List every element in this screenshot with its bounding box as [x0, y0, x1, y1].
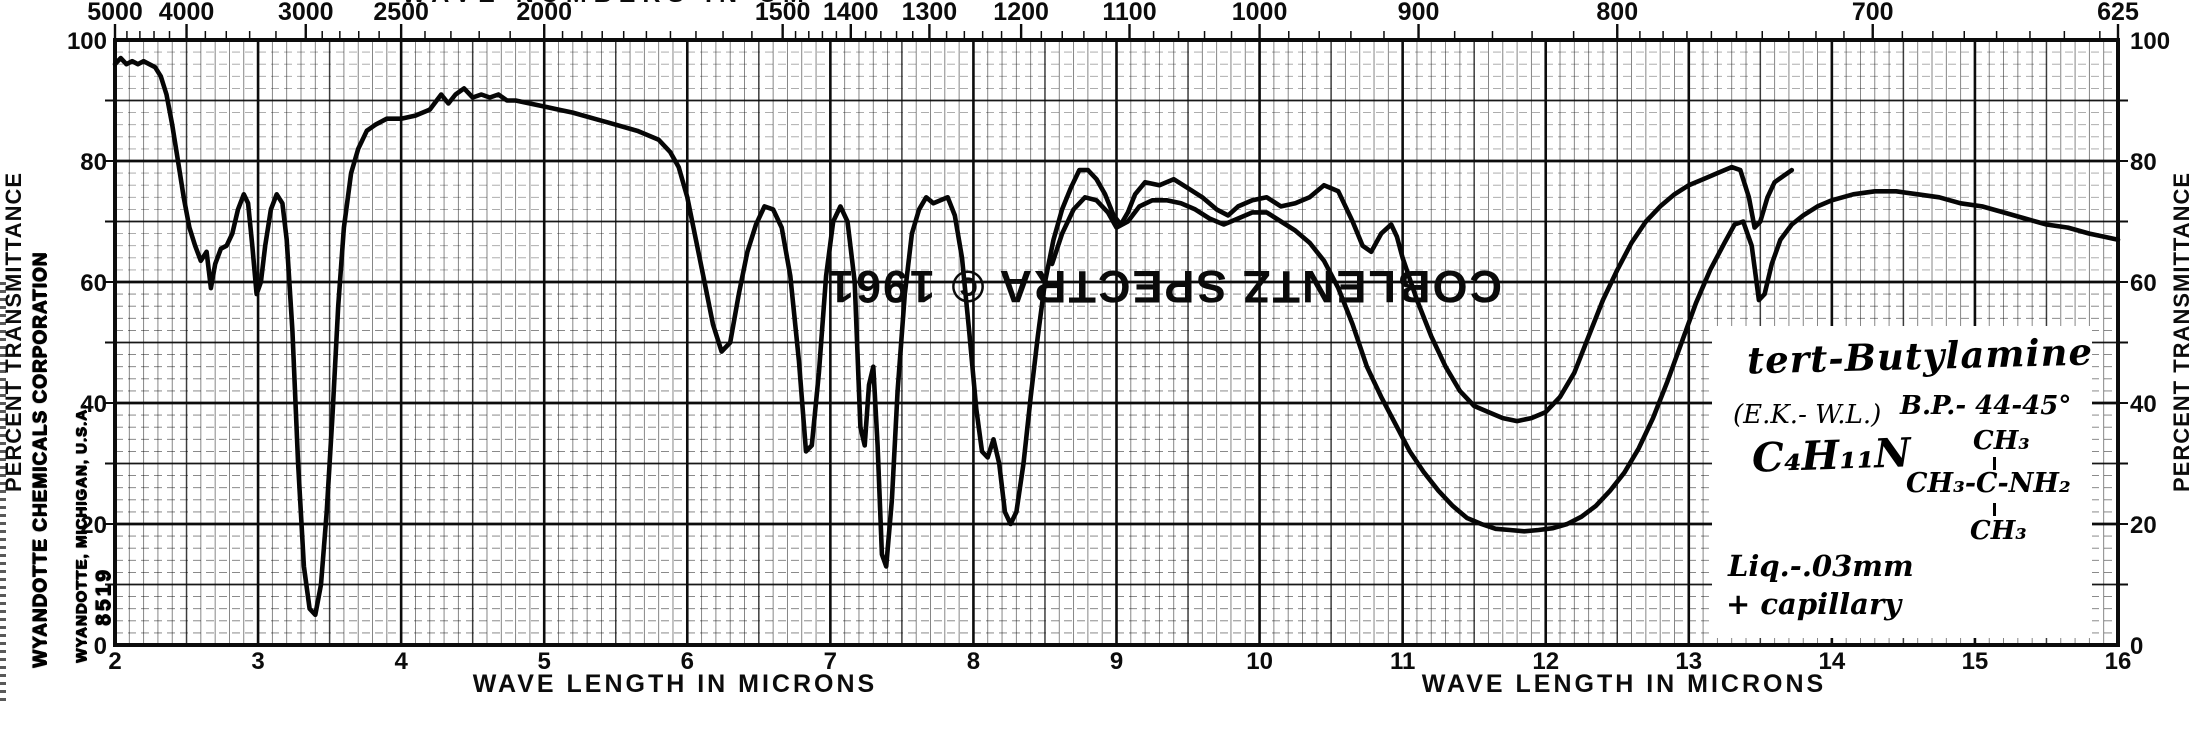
- structure-bond-top: [1993, 457, 1996, 470]
- structure-backbone: CH₃-C-NH₂: [1906, 468, 2071, 499]
- svg-text:100: 100: [67, 28, 107, 55]
- annotation-formula: C₄H₁₁N: [1751, 429, 1912, 482]
- svg-text:60: 60: [2130, 270, 2157, 297]
- right-axis-title: PERCENT TRANSMITTANCE: [2169, 171, 2194, 492]
- svg-text:5: 5: [538, 648, 551, 675]
- top-axis-title-clipped: WAVE NUMBERS IN CM⁻¹: [402, 0, 882, 8]
- y-axis-labels: 100 100 80 80 60 60 40 40 20 20 0 0: [67, 28, 2170, 660]
- svg-text:1100: 1100: [1102, 0, 1156, 26]
- spectrum-trace-capillary: [1049, 189, 2121, 534]
- bottom-axis-title-right: WAVE LENGTH IN MICRONS: [1421, 670, 1827, 698]
- svg-text:4000: 4000: [159, 0, 215, 26]
- top-axis: 5000 4000 3000 2500 2000 1500 1400 1300 1200 1100…: [87, 0, 2139, 40]
- svg-text:900: 900: [1398, 0, 1440, 26]
- svg-text:2: 2: [108, 648, 121, 675]
- stamp-company: WYANDOTTE CHEMICALS CORPORATION: [30, 251, 51, 668]
- svg-text:40: 40: [80, 391, 107, 418]
- annotation-grade: (E.K.- W.L.): [1733, 400, 1882, 430]
- svg-text:100: 100: [2130, 28, 2170, 55]
- svg-text:12: 12: [1532, 648, 1559, 675]
- svg-text:1400: 1400: [823, 0, 879, 26]
- svg-text:1000: 1000: [1232, 0, 1288, 26]
- stamp-number: 8519: [92, 567, 115, 626]
- svg-text:60: 60: [80, 270, 107, 297]
- svg-text:0: 0: [94, 633, 107, 660]
- svg-text:700: 700: [1852, 0, 1894, 26]
- structure-methyl-top: CH₃: [1973, 426, 2030, 456]
- svg-text:1300: 1300: [902, 0, 958, 26]
- svg-text:3000: 3000: [278, 0, 334, 26]
- spectrum-trace-film: [112, 55, 1795, 618]
- svg-text:16: 16: [2105, 648, 2132, 675]
- annotation-sample-thickness: Liq.-.03mm: [1728, 549, 1914, 583]
- svg-text:2000: 2000: [516, 0, 572, 26]
- structure-methyl-bottom: CH₃: [1970, 516, 2027, 546]
- svg-text:1500: 1500: [755, 0, 811, 26]
- svg-text:20: 20: [80, 512, 107, 539]
- svg-text:5000: 5000: [87, 0, 143, 26]
- svg-text:20: 20: [2130, 512, 2157, 539]
- annotation-compound-name: tert-Butylamine: [1746, 329, 2094, 383]
- svg-text:40: 40: [2130, 391, 2157, 418]
- copyright-watermark: COBLENTZ SPECTRA © 1961: [826, 261, 1502, 312]
- annotation-sample-capillary: + capillary: [1726, 587, 1902, 621]
- svg-text:0: 0: [2130, 633, 2143, 660]
- svg-text:3: 3: [251, 648, 264, 675]
- bottom-axis-labels: 2 3 4 5 6 7 8 9 10 11 12 13 14 15 16: [108, 648, 2131, 675]
- annotation-boiling-point: B.P.- 44-45°: [1900, 391, 2072, 421]
- stamp-location: WYANDOTTE, MICHIGAN, U.S.A.: [73, 404, 90, 663]
- structure-bond-bottom: [1993, 503, 1996, 516]
- svg-text:80: 80: [2130, 149, 2157, 176]
- svg-text:80: 80: [80, 149, 107, 176]
- scan-edge-artifact: [0, 282, 6, 702]
- svg-text:625: 625: [2097, 0, 2139, 26]
- svg-text:2500: 2500: [373, 0, 429, 26]
- svg-text:1200: 1200: [993, 0, 1049, 26]
- svg-text:11: 11: [1390, 648, 1415, 675]
- svg-text:14: 14: [1819, 648, 1846, 675]
- annotation-panel: [1712, 326, 2092, 638]
- svg-text:6: 6: [681, 648, 694, 675]
- svg-text:15: 15: [1962, 648, 1989, 675]
- svg-text:8: 8: [967, 648, 980, 675]
- svg-text:10: 10: [1246, 648, 1273, 675]
- svg-text:800: 800: [1596, 0, 1638, 26]
- svg-text:7: 7: [824, 648, 837, 675]
- svg-text:9: 9: [1110, 648, 1123, 675]
- svg-text:4: 4: [394, 648, 408, 675]
- top-axis-title-text: WAVE NUMBERS IN CM⁻¹: [402, 0, 882, 8]
- svg-text:13: 13: [1675, 648, 1702, 675]
- bottom-axis-title-left: WAVE LENGTH IN MICRONS: [472, 670, 878, 698]
